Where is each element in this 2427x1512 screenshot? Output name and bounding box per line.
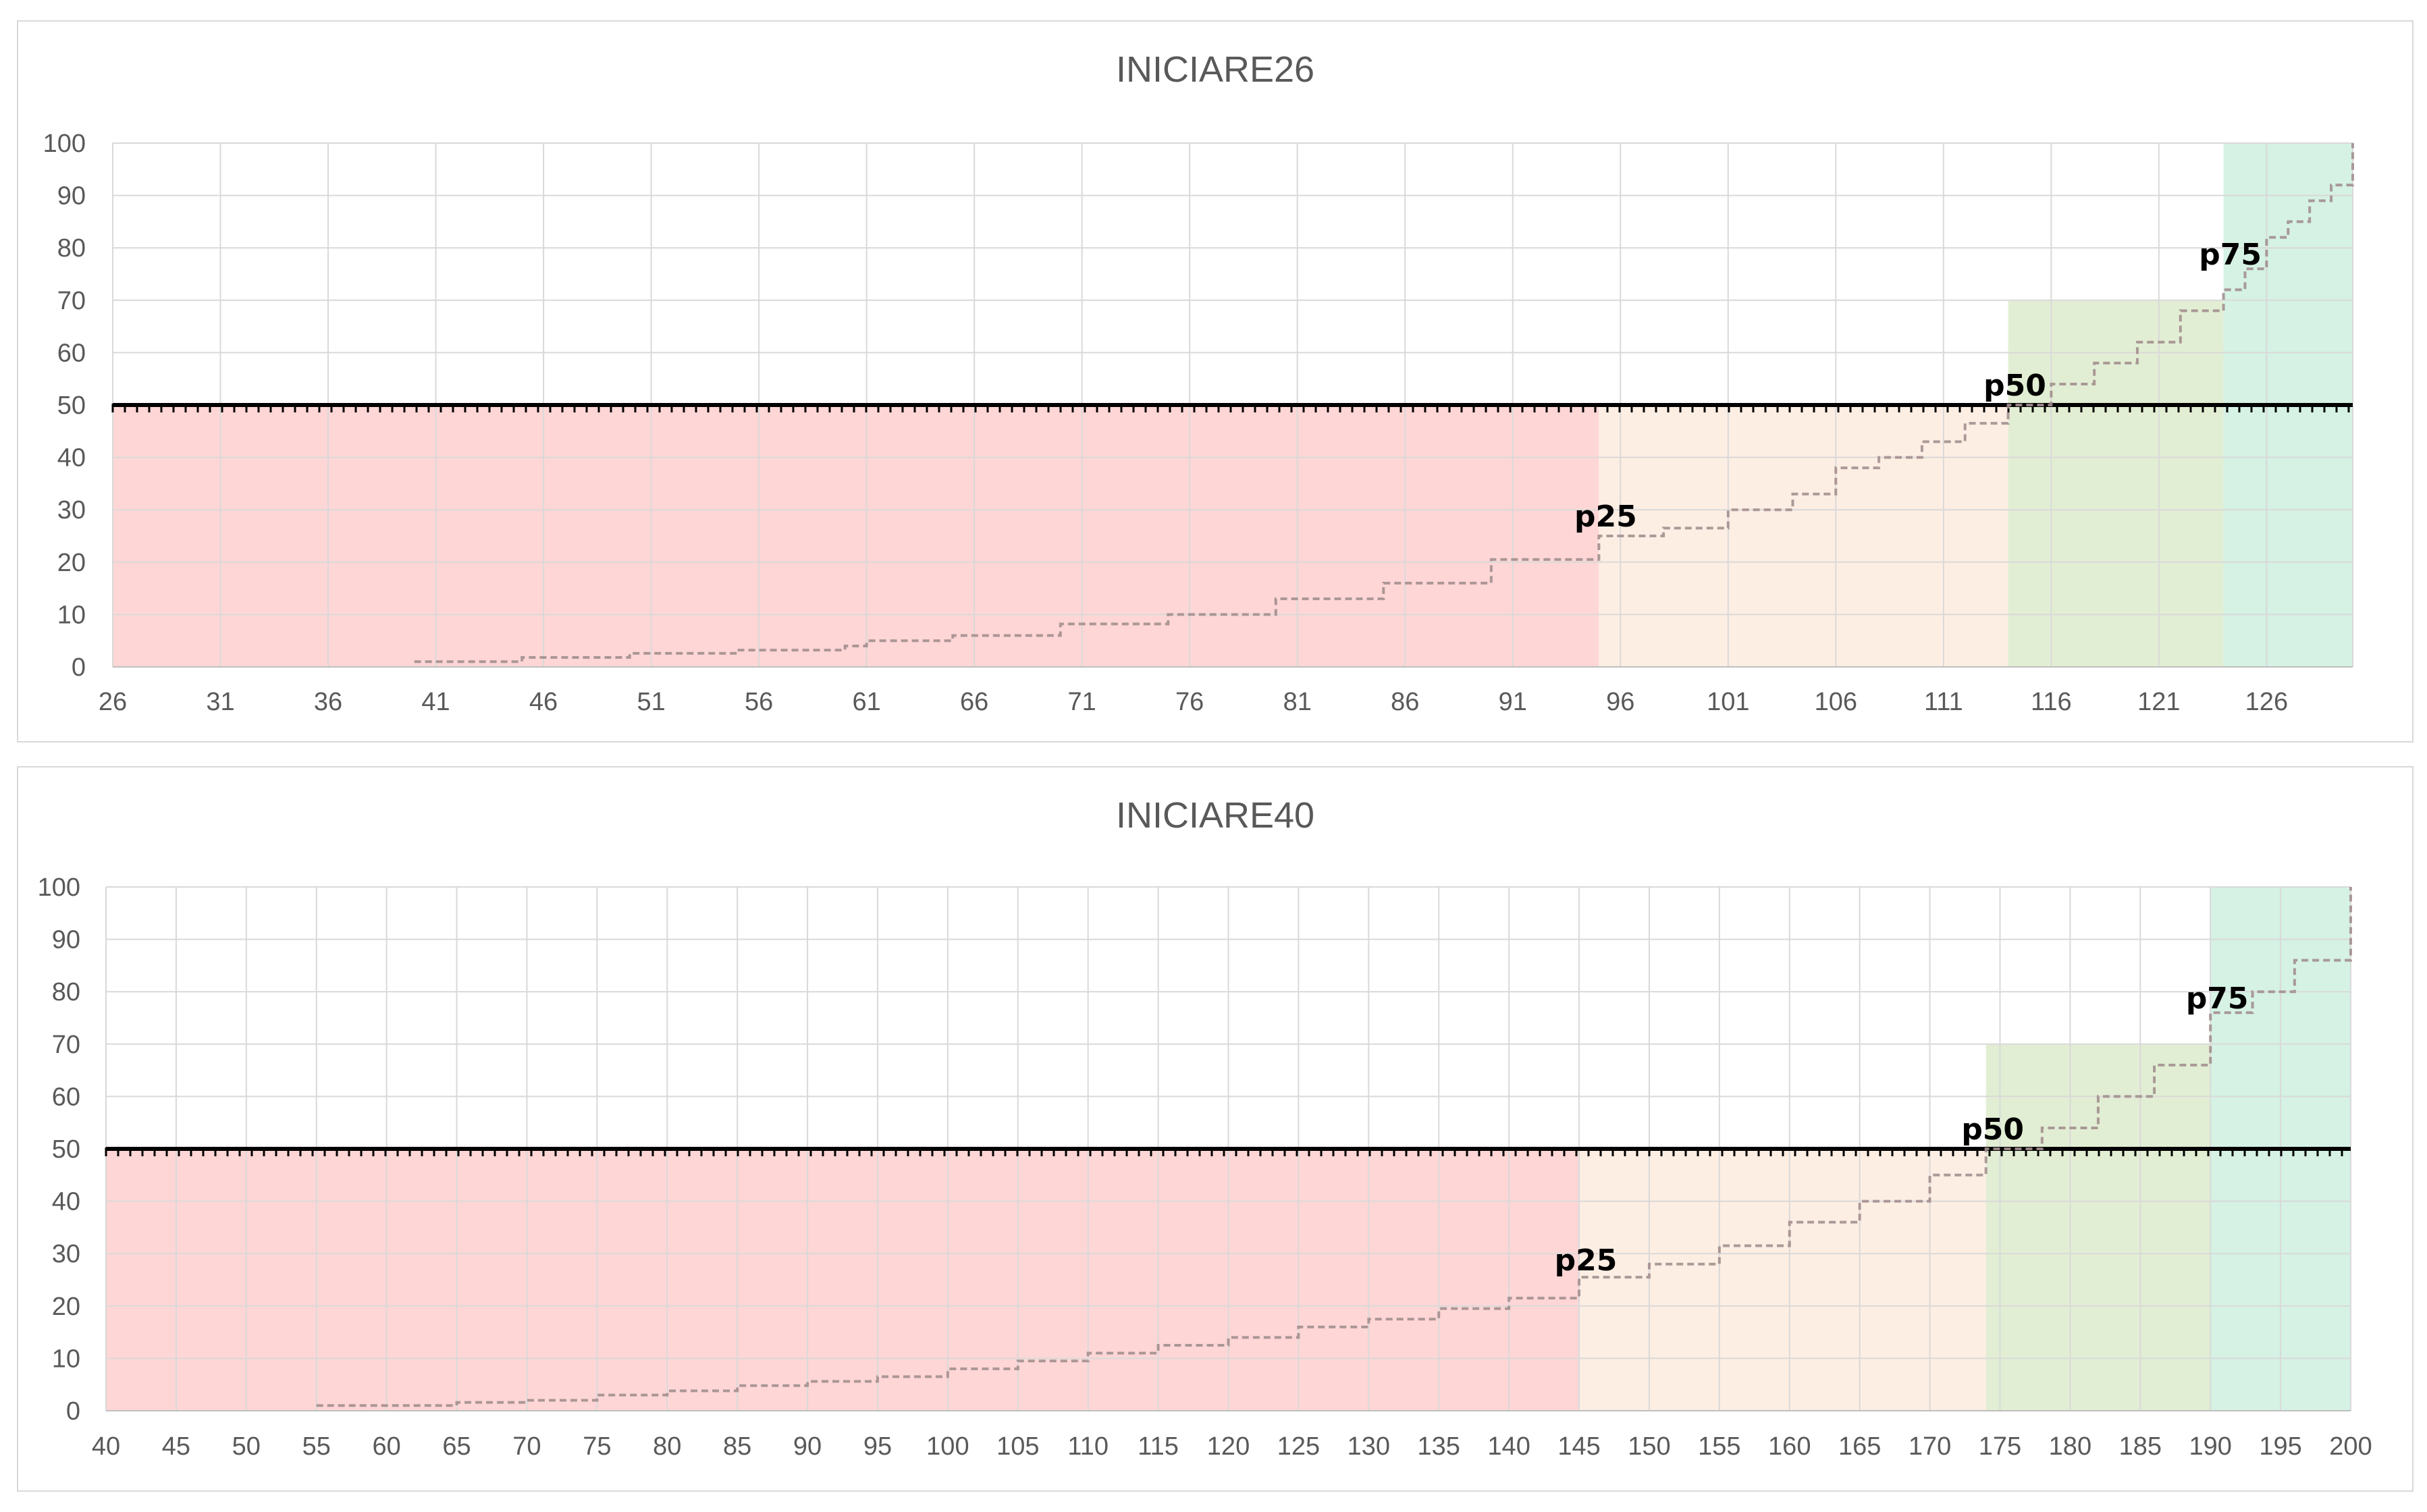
band-0 <box>113 405 1599 667</box>
x-tick-label: 135 <box>1418 1432 1460 1461</box>
y-tick-label: 30 <box>57 496 86 524</box>
annotation-p50: p50 <box>1961 1112 2024 1147</box>
x-tick-label: 126 <box>2245 688 2288 716</box>
y-tick-label: 70 <box>52 1031 80 1059</box>
x-tick-label: 80 <box>653 1432 681 1461</box>
x-tick-label: 140 <box>1487 1432 1530 1461</box>
chart-title: INICIARE26 <box>1115 49 1315 90</box>
chart-panel-iniciare26: INICIARE26 0 10 20 30 40 50 60 70 80 90 100 26 31 36 4… <box>17 20 2413 742</box>
x-tick-label: 145 <box>1557 1432 1600 1461</box>
x-tick-label: 195 <box>2259 1432 2301 1461</box>
y-tick-label: 40 <box>57 444 86 473</box>
x-tick-label: 46 <box>529 688 558 716</box>
x-tick-label: 76 <box>1175 688 1204 716</box>
x-tick-label: 96 <box>1606 688 1634 716</box>
reference-line-50 <box>111 403 2353 412</box>
y-tick-label: 100 <box>43 130 86 158</box>
x-tick-label: 36 <box>314 688 342 716</box>
x-tick-label: 160 <box>1768 1432 1811 1461</box>
x-tick-label: 155 <box>1698 1432 1740 1461</box>
y-tick-label: 60 <box>52 1083 80 1111</box>
annotation-p50: p50 <box>1983 369 2046 403</box>
x-tick-label: 185 <box>2119 1432 2162 1461</box>
x-tick-label: 110 <box>1067 1432 1109 1461</box>
x-tick-label: 85 <box>723 1432 751 1461</box>
x-tick-label: 26 <box>99 688 127 716</box>
x-tick-label: 111 <box>1924 688 1963 716</box>
x-tick-label: 121 <box>2137 688 2180 716</box>
y-tick-label: 0 <box>72 653 86 682</box>
y-tick-label: 80 <box>57 234 86 263</box>
y-tick-label: 10 <box>52 1345 80 1373</box>
x-tick-label: 45 <box>162 1432 190 1461</box>
series-line-0 <box>316 887 2352 1407</box>
series-line-0 <box>414 143 2354 664</box>
x-tick-label: 56 <box>745 688 773 716</box>
y-tick-label: 90 <box>57 182 86 211</box>
annotation-p25: p25 <box>1555 1243 1618 1278</box>
x-tick-label: 51 <box>637 688 665 716</box>
x-tick-label: 50 <box>232 1432 261 1461</box>
x-tick-label: 120 <box>1207 1432 1250 1461</box>
y-tick-label: 40 <box>52 1188 80 1216</box>
x-tick-label: 105 <box>996 1432 1039 1461</box>
x-tick-label: 95 <box>863 1432 892 1461</box>
annotation-p25: p25 <box>1574 500 1637 534</box>
x-tick-label: 70 <box>512 1432 541 1461</box>
x-tick-label: 100 <box>926 1432 969 1461</box>
band-1 <box>1579 1149 1986 1411</box>
band-1 <box>1599 405 2008 667</box>
x-tick-label: 170 <box>1909 1432 1951 1461</box>
x-tick-label: 65 <box>442 1432 471 1461</box>
x-tick-label: 101 <box>1707 688 1749 716</box>
x-tick-label: 66 <box>960 688 988 716</box>
y-tick-label: 90 <box>52 926 80 954</box>
x-tick-label: 190 <box>2189 1432 2231 1461</box>
y-tick-label: 10 <box>57 601 86 629</box>
x-tick-label: 106 <box>1815 688 1857 716</box>
x-tick-label: 75 <box>583 1432 611 1461</box>
x-tick-label: 125 <box>1277 1432 1320 1461</box>
x-tick-label: 116 <box>2031 688 2072 716</box>
x-tick-label: 175 <box>1979 1432 2021 1461</box>
x-tick-label: 150 <box>1628 1432 1670 1461</box>
x-tick-label: 60 <box>372 1432 400 1461</box>
annotation-p75: p75 <box>2199 238 2262 272</box>
x-tick-label: 200 <box>2329 1432 2372 1461</box>
y-tick-label: 50 <box>57 392 86 420</box>
y-tick-label: 20 <box>57 549 86 577</box>
x-tick-label: 165 <box>1838 1432 1881 1461</box>
band-2 <box>2008 300 2224 667</box>
x-tick-label: 31 <box>206 688 234 716</box>
x-tick-label: 40 <box>92 1432 120 1461</box>
y-tick-label: 80 <box>52 978 80 1006</box>
y-tick-label: 20 <box>52 1293 80 1321</box>
chart-iniciare40: 0 10 20 30 40 50 60 70 80 90 100 40 45 50 55 60 65 70 75 80… <box>38 873 2372 1461</box>
chart-iniciare26: 0 10 20 30 40 50 60 70 80 90 100 26 31 36 41 46 51 56 61 66… <box>43 130 2354 716</box>
band-0 <box>106 1149 1580 1411</box>
reference-line-50 <box>105 1147 2351 1156</box>
y-tick-label: 70 <box>57 287 86 315</box>
x-tick-label: 71 <box>1068 688 1096 716</box>
x-tick-label: 41 <box>421 688 450 716</box>
x-tick-label: 91 <box>1499 688 1527 716</box>
annotation-p75: p75 <box>2186 981 2249 1016</box>
y-tick-label: 0 <box>66 1397 80 1426</box>
y-tick-label: 60 <box>57 339 86 367</box>
y-tick-label: 100 <box>38 873 80 902</box>
y-tick-label: 50 <box>52 1135 80 1164</box>
x-tick-label: 61 <box>852 688 880 716</box>
y-tick-label: 30 <box>52 1240 80 1268</box>
x-tick-label: 180 <box>2049 1432 2091 1461</box>
chart-panel-iniciare40: INICIARE40 0 10 20 30 40 50 60 70 80 90 100 40 45 50 5… <box>17 766 2413 1492</box>
x-tick-label: 90 <box>793 1432 822 1461</box>
x-tick-label: 81 <box>1283 688 1312 716</box>
x-tick-label: 86 <box>1391 688 1419 716</box>
x-tick-label: 115 <box>1138 1432 1179 1461</box>
chart-title: INICIARE40 <box>1115 795 1315 836</box>
x-tick-label: 130 <box>1348 1432 1390 1461</box>
band-2 <box>1985 1044 2211 1411</box>
x-tick-label: 55 <box>302 1432 331 1461</box>
